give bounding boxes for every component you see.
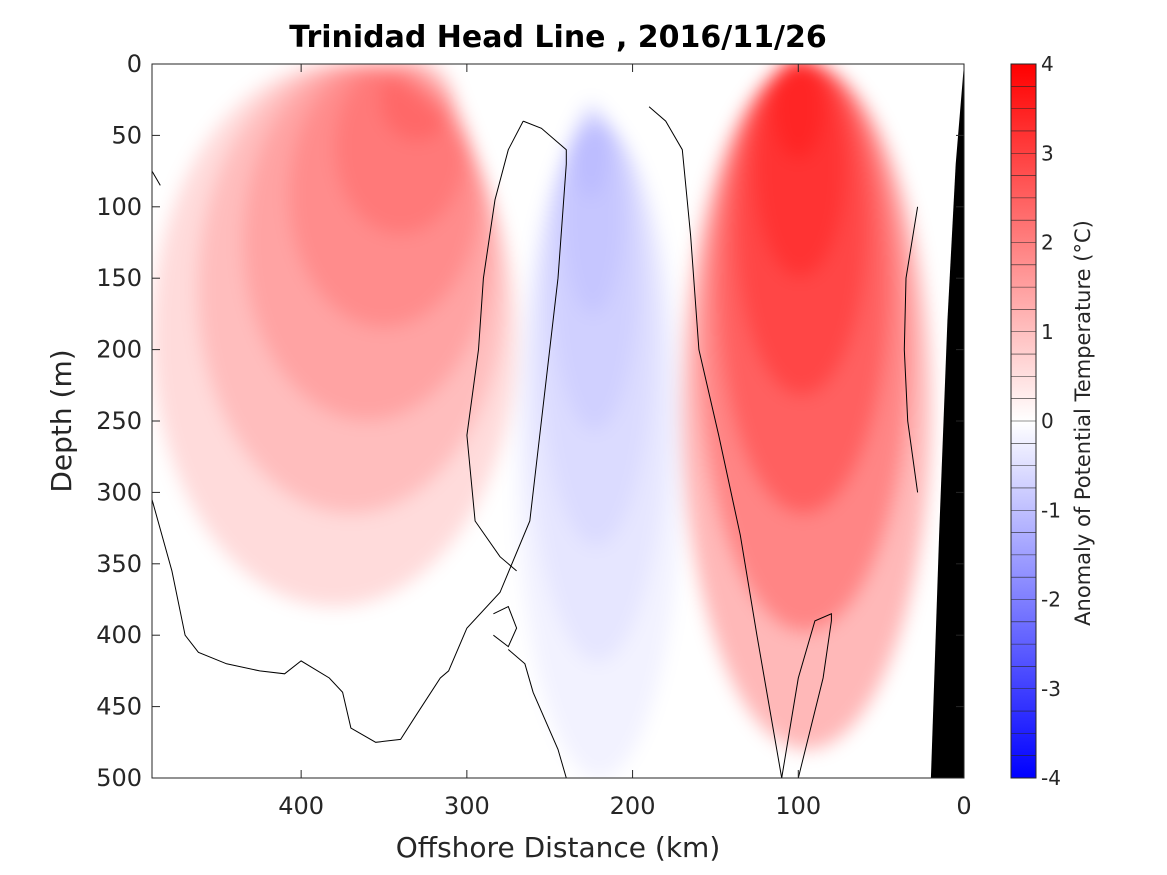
anomaly-level bbox=[574, 100, 608, 199]
colorbar-ticks: 4 3 2 1 0 -1 -2 -3 -4 bbox=[1041, 52, 1061, 790]
colorbar-tick-label: -3 bbox=[1041, 677, 1061, 701]
zero-contour-line bbox=[152, 170, 161, 186]
y-tick-label: 200 bbox=[96, 336, 142, 364]
y-tick-label: 400 bbox=[96, 621, 142, 649]
y-tick-label: 0 bbox=[127, 50, 142, 78]
x-tick-label: 200 bbox=[610, 792, 656, 820]
zero-contour-line bbox=[648, 106, 783, 778]
colorbar-label: Anomaly of Potential Temperature (°C) bbox=[1071, 220, 1095, 626]
x-axis-ticks: 400 300 200 100 0 bbox=[278, 64, 972, 820]
zero-contours bbox=[152, 106, 919, 778]
y-axis-ticks: 0 50 100 150 200 250 300 350 400 450 500 bbox=[96, 50, 964, 792]
anomaly-level bbox=[380, 64, 454, 141]
x-tick-label: 300 bbox=[444, 792, 490, 820]
zero-contour-line bbox=[493, 605, 518, 648]
zero-contour-line bbox=[152, 120, 567, 743]
y-tick-label: 300 bbox=[96, 478, 142, 506]
colorbar-tick-label: 2 bbox=[1041, 231, 1054, 255]
y-tick-label: 350 bbox=[96, 550, 142, 578]
anomaly-feature-1-warm bbox=[682, 64, 931, 750]
y-tick-label: 100 bbox=[96, 193, 142, 221]
zero-contour-line bbox=[781, 613, 832, 778]
x-tick-label: 0 bbox=[956, 792, 971, 820]
y-tick-label: 50 bbox=[111, 121, 142, 149]
zero-contour-line bbox=[466, 120, 524, 572]
anomaly-field bbox=[152, 64, 931, 778]
colorbar-tick-label: 4 bbox=[1041, 52, 1054, 76]
zero-contour-line bbox=[903, 206, 919, 493]
colorbar-level-lines bbox=[1011, 63, 1036, 779]
colorbar-tick-label: -4 bbox=[1041, 766, 1061, 790]
colorbar-tick-label: 1 bbox=[1041, 320, 1054, 344]
colorbar-tick-label: -2 bbox=[1041, 588, 1061, 612]
anomaly-level bbox=[773, 64, 824, 159]
y-axis-label: Depth (m) bbox=[45, 349, 78, 492]
chart-title: Trinidad Head Line , 2016/11/26 bbox=[289, 20, 826, 55]
x-tick-label: 100 bbox=[775, 792, 821, 820]
bathymetry-seafloor bbox=[930, 64, 964, 778]
zero-contour-line bbox=[507, 649, 567, 778]
colorbar-tick-label: 3 bbox=[1041, 141, 1054, 165]
y-tick-label: 250 bbox=[96, 407, 142, 435]
y-tick-label: 150 bbox=[96, 264, 142, 292]
colorbar-tick-label: 0 bbox=[1041, 409, 1054, 433]
anomaly-feature-2-cool bbox=[516, 100, 683, 778]
y-tick-label: 500 bbox=[96, 764, 142, 792]
x-axis-label: Offshore Distance (km) bbox=[396, 831, 721, 864]
anomaly-feature-0-warm bbox=[152, 64, 517, 607]
x-tick-label: 400 bbox=[278, 792, 324, 820]
colorbar-tick-label: -1 bbox=[1041, 498, 1061, 522]
y-tick-label: 450 bbox=[96, 693, 142, 721]
colorbar-frame bbox=[1010, 63, 1037, 779]
